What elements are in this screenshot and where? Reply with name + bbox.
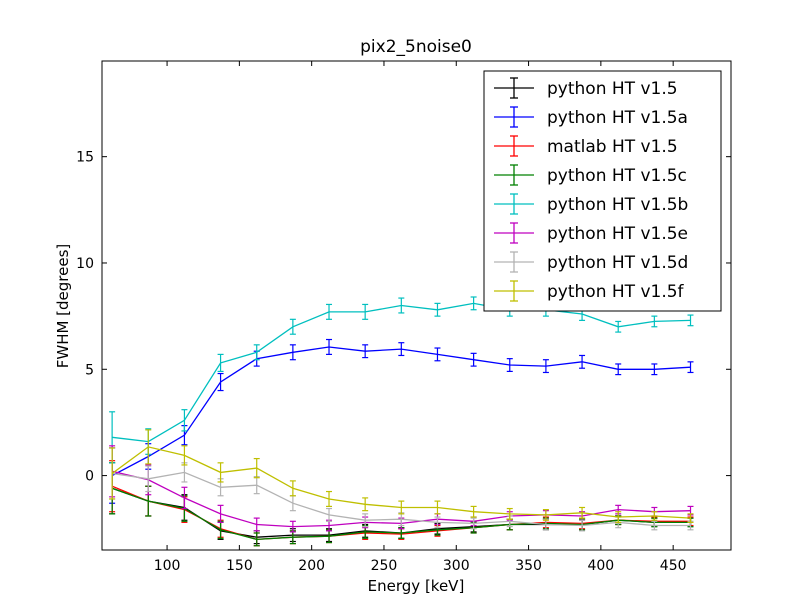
x-tick-label-5: 350 — [515, 558, 542, 574]
x-tick-label-0: 100 — [154, 558, 181, 574]
series-7 — [109, 429, 694, 523]
legend-swatch-5 — [494, 222, 534, 244]
legend-label-5: python HT v1.5e — [547, 224, 688, 244]
legend-label-3: python HT v1.5c — [547, 166, 687, 186]
legend-label-0: python HT v1.5 — [547, 79, 678, 99]
series-line-7 — [111, 446, 691, 519]
legend-frame — [483, 70, 722, 312]
y-tick-label-0: 0 — [85, 469, 94, 485]
x-tick-label-4: 300 — [443, 558, 470, 574]
series-line-3 — [111, 487, 691, 541]
chart-title: pix2_5noise0 — [360, 37, 472, 57]
legend-swatch-2 — [494, 135, 534, 157]
legend-label-7: python HT v1.5f — [547, 282, 685, 302]
legend-swatch-4 — [494, 193, 534, 215]
x-tick-label-1: 150 — [226, 558, 253, 574]
errorbar-7-16 — [687, 513, 694, 523]
legend-item-6: python HT v1.5d — [494, 251, 688, 273]
legend-item-1: python HT v1.5a — [494, 106, 688, 128]
x-axis-label: Energy [keV] — [368, 577, 465, 595]
legend-swatch-0 — [494, 77, 534, 99]
legend-label-4: python HT v1.5b — [547, 195, 688, 215]
legend-label-6: python HT v1.5d — [547, 253, 688, 273]
errorbar-1-16 — [687, 361, 694, 374]
legend-swatch-1 — [494, 106, 534, 128]
errorbar-4-16 — [687, 314, 694, 327]
legend-label-2: matlab HT v1.5 — [547, 137, 678, 157]
y-axis-label: FWHM [degrees] — [54, 244, 72, 369]
x-tick-label-7: 450 — [660, 558, 687, 574]
legend-swatch-6 — [494, 251, 534, 273]
legend-swatch-7 — [494, 280, 534, 302]
series-6 — [109, 447, 694, 532]
y-tick-label-2: 10 — [76, 256, 94, 272]
legend-item-4: python HT v1.5b — [494, 193, 688, 215]
y-tick-label-3: 15 — [76, 150, 94, 166]
y-tick-label-1: 5 — [85, 362, 94, 378]
tick-layer: 100 150 200 250 300 350 400 450 0 5 10 15 — [76, 61, 731, 574]
x-tick-label-2: 200 — [298, 558, 325, 574]
legend-item-3: python HT v1.5c — [494, 164, 687, 186]
series-line-1 — [111, 346, 691, 477]
x-tick-label-3: 250 — [371, 558, 398, 574]
legend-label-1: python HT v1.5a — [547, 108, 688, 128]
x-tick-label-6: 400 — [587, 558, 614, 574]
series-line-6 — [112, 471, 691, 527]
legend-item-5: python HT v1.5e — [494, 222, 688, 244]
legend: python HT v1.5 python HT v1.5a matlab HT v… — [483, 70, 722, 312]
legend-item-0: python HT v1.5 — [494, 77, 678, 99]
series-line-4 — [112, 302, 691, 443]
legend-item-2: matlab HT v1.5 — [494, 135, 678, 157]
legend-swatch-3 — [494, 164, 534, 186]
legend-item-7: python HT v1.5f — [494, 280, 685, 302]
